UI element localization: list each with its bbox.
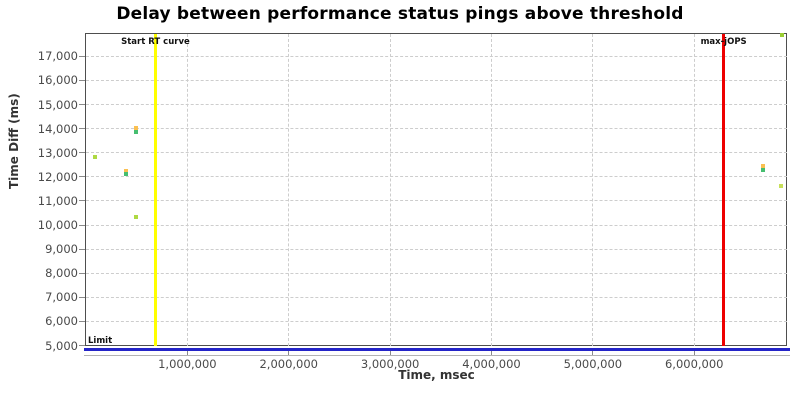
y-tick-mark [79, 104, 85, 106]
data-point [761, 168, 766, 173]
y-tick-mark [79, 345, 85, 346]
horizontal-gridline [86, 128, 787, 130]
y-tick-label: 7,000 [45, 290, 78, 305]
y-tick-mark [79, 176, 85, 178]
data-point [123, 169, 128, 174]
horizontal-gridline [86, 272, 787, 274]
data-point [123, 171, 128, 176]
vertical-marker-line [722, 33, 726, 346]
y-tick-mark [79, 152, 85, 154]
horizontal-gridline [86, 55, 787, 57]
vertical-gridline [693, 33, 695, 346]
y-tick-mark [79, 272, 85, 274]
x-tick-mark [186, 351, 188, 355]
vertical-gridline [186, 33, 188, 346]
vertical-gridline [389, 33, 391, 346]
x-tick-label: 4,000,000 [462, 356, 521, 371]
horizontal-gridline [86, 296, 787, 298]
y-tick-label: 9,000 [45, 242, 78, 257]
y-tick-mark [79, 200, 85, 202]
y-tick-mark [79, 224, 85, 226]
plot-area [85, 33, 787, 346]
y-tick-mark [79, 296, 85, 298]
data-point [133, 214, 138, 219]
chart-title: Delay between performance status pings a… [116, 4, 684, 24]
horizontal-gridline [86, 200, 787, 202]
vertical-marker-label: max-jOPS [700, 36, 747, 47]
horizontal-gridline [86, 224, 787, 226]
y-tick-label: 11,000 [37, 193, 78, 208]
y-tick-label: 10,000 [37, 218, 78, 233]
vertical-marker-line [153, 33, 157, 346]
x-tick-mark [693, 351, 695, 355]
x-axis-title: Time, msec [398, 368, 475, 382]
limit-line [84, 348, 790, 351]
y-tick-mark [79, 79, 85, 81]
y-tick-label: 12,000 [37, 169, 78, 184]
x-tick-mark [490, 351, 492, 355]
x-tick-mark [592, 351, 594, 355]
x-axis-line [84, 354, 790, 356]
data-point [761, 164, 766, 168]
horizontal-gridline [86, 104, 787, 106]
x-tick-label: 2,000,000 [259, 356, 318, 371]
data-point [93, 155, 98, 160]
y-tick-mark [79, 128, 85, 130]
x-tick-mark [389, 351, 391, 355]
y-tick-label: 14,000 [37, 121, 78, 136]
y-tick-label: 16,000 [37, 73, 78, 88]
x-tick-label: 3,000,000 [360, 356, 420, 371]
y-tick-label: 5,000 [45, 338, 78, 353]
horizontal-gridline [86, 248, 787, 250]
horizontal-gridline [86, 79, 787, 81]
y-tick-mark [79, 320, 85, 322]
horizontal-gridline [86, 152, 787, 154]
horizontal-gridline [86, 320, 787, 322]
x-tick-label: 6,000,000 [664, 356, 724, 371]
data-point [133, 126, 138, 131]
data-point [780, 33, 785, 38]
y-tick-mark [79, 248, 85, 250]
vertical-gridline [288, 33, 290, 346]
x-tick-label: 1,000,000 [158, 356, 217, 371]
vertical-gridline [592, 33, 594, 346]
limit-label: Limit [88, 335, 113, 346]
x-tick-mark [288, 351, 290, 355]
vertical-marker-label: Start RT curve [121, 36, 190, 47]
y-tick-label: 17,000 [37, 49, 78, 64]
y-tick-label: 15,000 [37, 97, 78, 112]
y-tick-mark [79, 55, 85, 57]
x-tick-label: 5,000,000 [563, 356, 623, 371]
vertical-gridline [490, 33, 492, 346]
horizontal-gridline [86, 176, 787, 178]
data-point [778, 183, 783, 188]
y-tick-label: 8,000 [45, 266, 78, 281]
data-point [133, 129, 138, 134]
y-tick-label: 13,000 [37, 145, 78, 160]
y-tick-label: 6,000 [45, 314, 78, 329]
